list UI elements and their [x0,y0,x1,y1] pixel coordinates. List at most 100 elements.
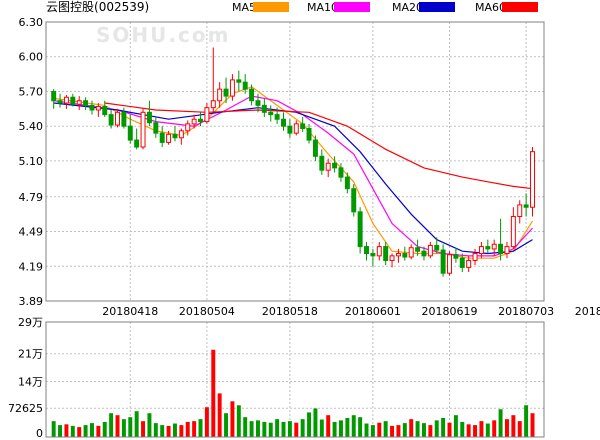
candle-body [268,111,274,116]
volume-bar [58,425,63,437]
candle-body [459,257,465,268]
candle [236,70,242,92]
volume-bar [160,425,165,437]
volume-bar [70,425,75,437]
volume-bar [447,422,452,437]
volume-bar [121,419,126,437]
volume-bar [249,421,254,437]
candle [287,119,293,138]
candle-body [261,104,267,113]
candle-body [357,211,363,248]
volume-bar [402,423,407,437]
candle-body [491,243,497,250]
candle [395,248,401,263]
candle-body [89,104,95,111]
candle-body [408,247,414,258]
candle-body [204,107,210,123]
volume-bars [51,349,535,437]
candle [312,135,318,161]
volume-bar [479,421,484,437]
volume-bar [51,421,56,437]
volume-axis: 29万 21万 14万 72625 0 [8,316,43,440]
candle-body [478,246,484,255]
candle [127,114,133,144]
candle [204,103,210,124]
price-tick-label: 4.79 [19,191,44,204]
candle-body [447,254,452,274]
volume-bar [262,421,267,437]
volume-bar [166,425,171,437]
date-axis: 20180418 20180504 20180518 20180601 20180619… [102,305,600,318]
candle [421,246,427,261]
candle-body [185,123,191,132]
candle [229,74,235,101]
volume-bar [377,422,382,437]
candle-body [332,162,338,169]
candle-body [370,253,376,257]
stock-code: (002539) [94,0,149,14]
candle-body [236,79,242,83]
candle [140,108,146,150]
candle-body [242,81,248,90]
candle [498,218,504,261]
volume-bar [530,413,535,437]
candle-body [402,253,408,258]
candle-body [172,133,178,139]
candle [351,184,357,217]
price-frame [45,21,545,302]
volume-bar [204,407,209,437]
legend-swatch-ma20 [419,2,455,12]
candle [408,244,414,260]
candle [57,93,63,108]
candle [427,241,433,259]
candle-body [178,130,184,139]
volume-bar [185,421,190,437]
volume-bar [466,424,471,437]
volume-bar [511,415,516,437]
watermark-text: SOHU.com [96,23,230,47]
candle-body [102,106,108,116]
candle-body [510,215,516,248]
candle-body [421,250,427,257]
volume-bar [211,349,216,437]
candle [281,112,286,131]
candle-body [223,88,229,97]
candle [223,77,229,104]
volume-bar [345,417,350,437]
candle-body [134,139,140,148]
candle [485,239,491,254]
candle [51,89,57,109]
legend-label-ma5: MA5 [232,1,256,14]
volume-bar [485,423,490,437]
candle-body [70,96,76,105]
candle [306,123,312,144]
volume-bar [77,427,82,437]
volume-bar [96,425,101,437]
date-tick-label: 20180504 [179,305,235,318]
candles [51,47,535,277]
volume-bar [243,417,248,437]
candle [255,93,261,113]
candle-body [319,155,325,171]
volume-bar [460,421,465,437]
candle-body [427,244,433,257]
candle [434,237,440,254]
volume-tick-label: 0 [36,427,43,440]
price-tick-label: 6.30 [19,16,44,29]
candle-body [453,254,459,259]
candle-body [389,255,395,261]
volume-bar [358,417,363,437]
volume-grid [46,321,544,438]
candle-body [146,111,152,124]
candle [389,253,395,268]
legend-label-ma60: MA60 [475,1,506,14]
volume-bar [390,425,395,437]
candle-body [210,100,216,109]
volume-bar [83,425,88,437]
candle-body [274,114,280,120]
candle [466,255,472,273]
volume-bar [109,413,114,437]
candle-body [364,246,369,255]
candle [76,96,82,110]
candle [274,107,280,124]
